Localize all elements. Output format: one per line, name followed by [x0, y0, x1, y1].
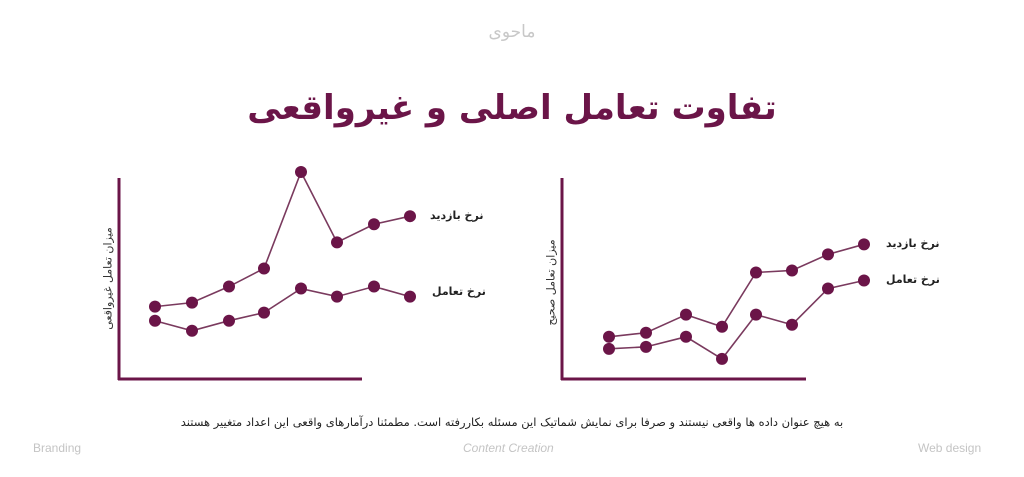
- data-point: [603, 342, 615, 355]
- data-point: [149, 300, 161, 313]
- data-point: [750, 308, 762, 321]
- legend-engagement-rate: نرخ تعامل: [886, 273, 940, 286]
- series-line-visit-rate: [154, 170, 411, 308]
- data-point: [680, 308, 692, 321]
- page-title: تفاوت تعامل اصلی و غیرواقعی: [247, 88, 777, 128]
- series-line-engagement-rate: [608, 279, 865, 360]
- data-point: [640, 340, 652, 353]
- data-point: [750, 266, 762, 279]
- chart-fake-engagement: [117, 165, 416, 381]
- data-point: [295, 165, 307, 178]
- data-point: [603, 330, 615, 343]
- data-point: [716, 352, 728, 365]
- data-point: [258, 306, 270, 319]
- chart-real-engagement: [560, 178, 870, 381]
- y-axis-label: میزان تعامل غیرواقعی: [101, 227, 115, 330]
- y-axis-label: میزان تعامل صحیح: [544, 239, 558, 326]
- data-point: [368, 218, 380, 231]
- data-point: [786, 264, 798, 277]
- footer-web-design: Web design: [918, 441, 982, 455]
- data-point: [822, 248, 834, 261]
- data-point: [858, 238, 870, 251]
- disclaimer-note: به هیچ عنوان داده ها واقعی نیستند و صرفا…: [180, 415, 844, 429]
- data-point: [716, 320, 728, 333]
- data-point: [223, 314, 235, 327]
- series-layer: [603, 238, 870, 365]
- data-point: [368, 280, 380, 293]
- footer-branding: Branding: [33, 441, 82, 455]
- data-point: [858, 274, 870, 287]
- series-line-visit-rate: [608, 243, 865, 338]
- data-point: [404, 210, 416, 223]
- data-point: [640, 326, 652, 339]
- legend-engagement-rate: نرخ تعامل: [432, 285, 486, 298]
- data-point: [258, 262, 270, 275]
- data-point: [149, 314, 161, 327]
- data-point: [404, 290, 416, 303]
- data-point: [186, 296, 198, 309]
- data-point: [822, 282, 834, 295]
- data-point: [295, 282, 307, 295]
- series-line-engagement-rate: [154, 285, 411, 332]
- series-layer: [149, 165, 416, 337]
- brand-logo-text: ماحوی: [488, 22, 536, 42]
- data-point: [786, 318, 798, 331]
- legend-visit-rate: نرخ بازدید: [430, 209, 484, 222]
- data-point: [186, 324, 198, 337]
- data-point: [680, 330, 692, 343]
- footer-content-creation: Content Creation: [463, 441, 554, 455]
- legend-visit-rate: نرخ بازدید: [886, 237, 940, 250]
- data-point: [331, 290, 343, 303]
- data-point: [223, 280, 235, 293]
- data-point: [331, 236, 343, 249]
